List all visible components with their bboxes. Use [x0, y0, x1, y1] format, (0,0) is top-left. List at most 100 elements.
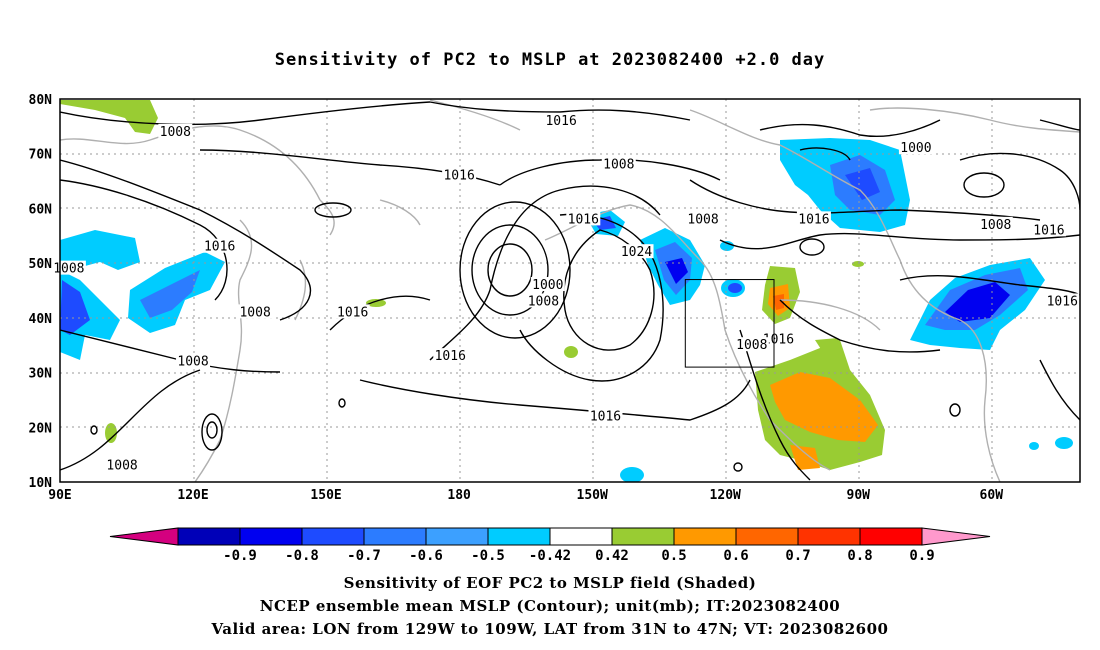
contour-label-bg — [176, 353, 211, 368]
contour-label: 1016 — [435, 349, 466, 364]
coastlines — [60, 99, 1080, 482]
map-title: Sensitivity of PC2 to MSLP at 2023082400… — [274, 50, 826, 70]
colorbar-tick-label: -0.42 — [529, 548, 571, 564]
contour-label-bg — [566, 211, 601, 226]
contour-label: 1024 — [621, 245, 652, 260]
colorbar: -0.9 -0.8 -0.7 -0.6 -0.5 -0.42 0.42 0.5 0.6 0.7 0.… — [109, 527, 991, 564]
contour-label: 1016 — [590, 409, 621, 424]
colorbar-swatch — [239, 527, 303, 546]
mslp-contours — [60, 101, 1080, 481]
valid-area-box — [684, 279, 775, 368]
colorbar-swatch — [673, 527, 737, 546]
contour-label-bg — [796, 211, 831, 226]
contour-label: 1016 — [1047, 294, 1078, 309]
caption-shading: Sensitivity of EOF PC2 to MSLP field (Sh… — [343, 574, 757, 592]
lon-label: 150E — [310, 488, 341, 503]
contour-label-bg — [978, 216, 1013, 231]
contour-label-bg — [202, 238, 237, 253]
lat-label: 50N — [29, 257, 53, 272]
contour-label-bg — [601, 156, 636, 171]
latitude-labels: 10N 20N 30N 40N 50N 60N 70N 80N — [29, 93, 53, 491]
contour-label: 1008 — [736, 338, 767, 353]
contour-label: 1008 — [106, 459, 137, 474]
contour-label-bg — [526, 293, 561, 308]
colorbar-swatch — [425, 527, 489, 546]
colorbar-swatch — [859, 527, 923, 546]
caption-contour: NCEP ensemble mean MSLP (Contour); unit(… — [259, 597, 841, 615]
lon-label: 120E — [177, 488, 208, 503]
lon-label: 150W — [577, 488, 608, 503]
caption-valid-area: Valid area: LON from 129W to 109W, LAT f… — [211, 620, 889, 638]
lon-label: 180 — [447, 488, 471, 503]
colorbar-tick-label: -0.8 — [285, 548, 319, 564]
sensitivity-shading — [60, 100, 1073, 482]
contour-label: 1000 — [532, 278, 563, 293]
colorbar-swatch — [611, 527, 675, 546]
lon-label: 90W — [847, 488, 871, 503]
colorbar-tick-label: 0.5 — [661, 548, 686, 564]
contour-label: 1008 — [177, 355, 208, 370]
colorbar-tick-label: 0.9 — [909, 548, 934, 564]
lat-label: 10N — [29, 476, 53, 491]
colorbar-tick-label: 0.42 — [595, 548, 629, 564]
colorbar-tick-label: -0.5 — [471, 548, 505, 564]
contour-label: 1008 — [239, 305, 270, 320]
colorbar-swatch — [363, 527, 427, 546]
contour-label-bg — [238, 304, 273, 319]
contour-label-bg — [734, 337, 769, 352]
colorbar-tick-label: 0.6 — [723, 548, 748, 564]
contour-label: 1008 — [528, 294, 559, 309]
colorbar-tick-label: 0.8 — [847, 548, 872, 564]
contour-label-bg — [335, 304, 370, 319]
colorbar-tick-label: -0.6 — [409, 548, 443, 564]
colorbar-low-arrow — [109, 527, 179, 546]
map-frame — [59, 98, 1081, 483]
colorbar-high-arrow — [921, 527, 991, 546]
contour-label-bg — [898, 140, 933, 155]
lon-label: 60W — [980, 488, 1004, 503]
lat-label: 70N — [29, 148, 53, 163]
contour-label: 1008 — [603, 158, 634, 173]
contour-label-bg — [442, 167, 477, 182]
lat-label: 80N — [29, 93, 53, 108]
colorbar-tick-label: -0.9 — [223, 548, 257, 564]
contour-label: 1016 — [1033, 223, 1064, 238]
contour-label: 1008 — [53, 262, 84, 277]
contour-label: 1008 — [980, 218, 1011, 233]
contour-label: 1008 — [160, 125, 191, 140]
grid-lines — [60, 99, 1080, 482]
colorbar-tick-label: -0.7 — [347, 548, 381, 564]
longitude-labels: 90E 120E 150E 180 150W 120W 90W 60W — [48, 488, 1003, 503]
contour-label-bg — [530, 277, 565, 292]
lon-label: 90E — [48, 488, 71, 503]
contour-label: 1008 — [687, 212, 718, 227]
colorbar-swatch — [735, 527, 799, 546]
contour-label: 1016 — [545, 114, 576, 129]
contour-label-bg — [158, 123, 193, 138]
contour-label: 1016 — [443, 169, 474, 184]
lon-label: 120W — [710, 488, 741, 503]
lat-label: 20N — [29, 421, 53, 436]
contour-label-bg — [588, 408, 623, 423]
colorbar-swatch — [301, 527, 365, 546]
contour-label-bg — [433, 348, 468, 363]
colorbar-swatch — [177, 527, 241, 546]
contour-label: 1016 — [337, 305, 368, 320]
contour-label: 1016 — [204, 240, 235, 255]
contour-label: 1000 — [900, 141, 931, 156]
colorbar-swatch — [797, 527, 861, 546]
lat-label: 60N — [29, 202, 53, 217]
contour-label-bg — [619, 244, 654, 259]
lat-label: 30N — [29, 367, 53, 382]
contour-label-bg — [1031, 222, 1066, 237]
colorbar-tick-label: 0.7 — [785, 548, 810, 564]
contour-label-bg — [686, 211, 721, 226]
contour-label: 1016 — [763, 333, 794, 348]
contour-label-bg — [1045, 293, 1080, 308]
contour-label: 1016 — [568, 212, 599, 227]
contour-label-bg — [761, 331, 796, 346]
colorbar-swatch — [549, 527, 613, 546]
contour-label: 1016 — [798, 212, 829, 227]
